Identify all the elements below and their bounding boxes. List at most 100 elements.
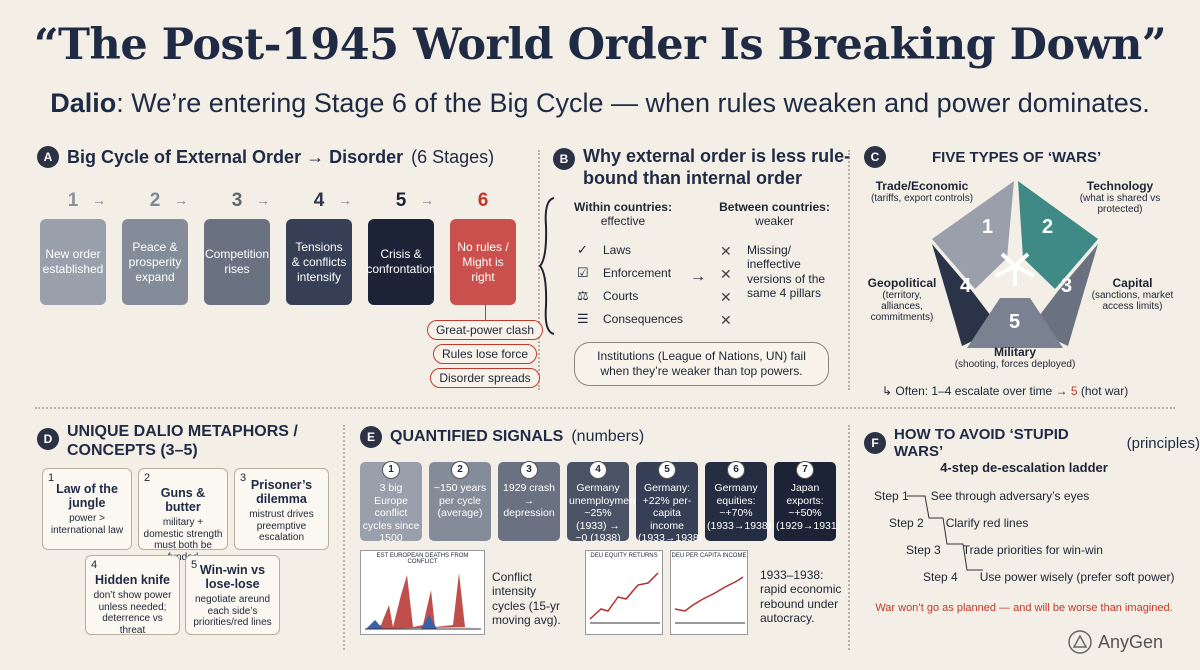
war-desc: (sanctions, market access limits) <box>1091 290 1174 313</box>
between-countries: Between countries: weaker <box>712 200 837 228</box>
signal-text: 1929 crash → depression <box>503 482 555 520</box>
war-num-4: 4 <box>960 275 972 297</box>
section-a-badge: A <box>37 146 59 168</box>
within-countries: Within countries: effective <box>568 200 678 228</box>
war-name: Military <box>993 345 1036 359</box>
equity-chart-svg <box>589 572 660 624</box>
divider-vertical-bottom-2 <box>848 425 850 650</box>
signal-number: 3 <box>520 461 538 479</box>
stage-arrow-icon: → <box>174 192 188 208</box>
section-e-header: E QUANTIFIED SIGNALS (numbers) <box>360 426 644 448</box>
signal-card: 2 ~150 years per cycle (average) <box>429 461 491 541</box>
section-f-title-light: (principles) <box>1126 434 1200 452</box>
section-f-title: HOW TO AVOID ‘STUPID WARS’ <box>894 426 1069 460</box>
concept-num: 2 <box>144 472 151 484</box>
section-d-header: D UNIQUE DALIO METAPHORS / CONCEPTS (3–5… <box>37 422 307 460</box>
war-num-5: 5 <box>1009 311 1020 333</box>
concept-num: 1 <box>48 472 55 484</box>
step-1: Step 1 See through adversary’s eyes <box>874 489 1089 503</box>
check-icon: ✓ <box>577 241 588 257</box>
x-icon: ✕ <box>720 312 732 328</box>
step-label: Step 4 <box>923 570 958 584</box>
concept-card: 5 Win-win vs lose-lose negotiate areund ea… <box>185 555 280 635</box>
ladder-title: 4-step de-escalation ladder <box>940 460 1108 475</box>
signal-text: ~150 years per cycle (average) <box>433 482 487 520</box>
ladder-steps-icon <box>907 495 983 571</box>
war-num-3: 3 <box>1061 275 1072 297</box>
concept-desc: power > international law <box>50 513 124 536</box>
section-f-badge: F <box>864 432 886 454</box>
pillar-label: Consequences <box>603 311 684 326</box>
step-4: Step 4 Use power wisely (prefer soft powe… <box>923 570 1174 584</box>
stage-arrow-icon: → <box>92 192 106 208</box>
stage-arrow-icon: → <box>338 192 352 208</box>
section-e-badge: E <box>360 426 382 448</box>
concept-desc: mistrust drives preemptive escalation <box>249 509 314 543</box>
stage6-effects: Great-power clash Rules lose force Disor… <box>415 320 555 388</box>
section-a-header: A Big Cycle of External Order → Disorder… <box>37 146 494 168</box>
pillar-label: Laws <box>603 242 632 257</box>
section-b-badge: B <box>553 148 575 170</box>
stage-number: 4 <box>313 190 325 211</box>
step-2: Step 2 Clarify red lines <box>889 516 1028 530</box>
concept-title: Guns & butter <box>160 486 206 514</box>
escalation-suffix: (hot war) <box>1080 384 1129 398</box>
warning-text: War won’t go as planned — and will be wo… <box>875 602 1173 614</box>
signal-card: 1 3 big Europe conflict cycles since 1500 <box>360 461 422 544</box>
x-icon: ✕ <box>720 243 732 259</box>
scales-icon: ⚖ <box>577 287 589 303</box>
section-b-title: Why external order is less rule-bound th… <box>583 146 851 188</box>
anygen-logo-icon <box>1068 630 1092 654</box>
pentagon-segment-1 <box>932 181 1014 289</box>
divider-vertical-top-1 <box>538 150 540 390</box>
stage-box: Tensions & conflicts intensify <box>286 219 352 305</box>
brand-name: AnyGen <box>1098 631 1164 652</box>
step-label: Step 3 <box>906 543 941 557</box>
pentagon-segment-5 <box>967 298 1063 348</box>
signal-text: Japan exports: ~+50% (1929→1931) <box>776 482 841 532</box>
x-icon: ✕ <box>720 266 732 282</box>
war-name: Trade/Economic <box>875 179 969 193</box>
section-d-badge: D <box>37 428 59 450</box>
chart23-caption: 1933–1938: rapid economic rebound under … <box>760 568 842 626</box>
return-arrow-icon: ↳ <box>882 384 893 398</box>
concept-num: 5 <box>191 559 198 571</box>
concept-card: 2 Guns & butter military + domestic streng… <box>138 468 228 563</box>
income-chart-svg <box>674 576 745 624</box>
between-text: Missing/ ineffective versions of the sam… <box>747 243 826 301</box>
step-text: Trade priorities for win-win <box>962 543 1103 557</box>
section-e-title: QUANTIFIED SIGNALS <box>390 428 564 445</box>
page-subtitle: Dalio: We’re entering Stage 6 of the Big… <box>0 88 1200 119</box>
stage-box: New order established <box>40 219 106 305</box>
concept-desc: don’t show power unless needed; deterren… <box>93 590 172 636</box>
escalation-note: ↳ Often: 1–4 escalate over time → 5 (hot… <box>882 384 1128 398</box>
concept-title: Law of the jungle <box>56 482 118 510</box>
section-a-title-light: (6 Stages) <box>411 146 495 167</box>
equity-returns-chart: DEU EQUITY RETURNS <box>585 550 663 635</box>
pillar-label: Enforcement <box>603 265 672 280</box>
step-label: Step 1 <box>874 489 909 503</box>
stage-box: Peace & prosperity expand <box>122 219 188 305</box>
checkbox-icon: ☑ <box>577 264 589 280</box>
war-name: Technology <box>1086 179 1154 193</box>
pentagon-segment-3 <box>1030 244 1098 346</box>
chart1-caption: Conflict intensity cycles (15-yr moving … <box>492 570 561 628</box>
war-name: Geopolitical <box>867 276 937 290</box>
war-num-1: 1 <box>982 216 993 238</box>
stage-box: Competition rises <box>204 219 270 305</box>
step-3: Step 3 Trade priorities for win-win <box>906 543 1103 557</box>
war-label-1: Trade/Economic (tariffs, export controls) <box>862 179 982 204</box>
pentagon-segment-2 <box>1018 181 1098 289</box>
step-label: Step 2 <box>889 516 924 530</box>
section-c-badge: C <box>864 146 886 168</box>
within-sub: effective <box>600 214 646 228</box>
stage6-connector <box>485 305 486 323</box>
within-heading: Within countries: <box>574 200 672 214</box>
signal-number: 4 <box>589 461 607 479</box>
stage-number: 2 <box>149 190 161 211</box>
step-text: Clarify red lines <box>945 516 1029 530</box>
list-icon: ☰ <box>577 310 589 326</box>
war-name: Capital <box>1112 276 1153 290</box>
war-label-2: Technology (what is shared vs protected) <box>1070 179 1170 215</box>
concept-card: 4 Hidden knife don’t show power unless nee… <box>85 555 180 636</box>
